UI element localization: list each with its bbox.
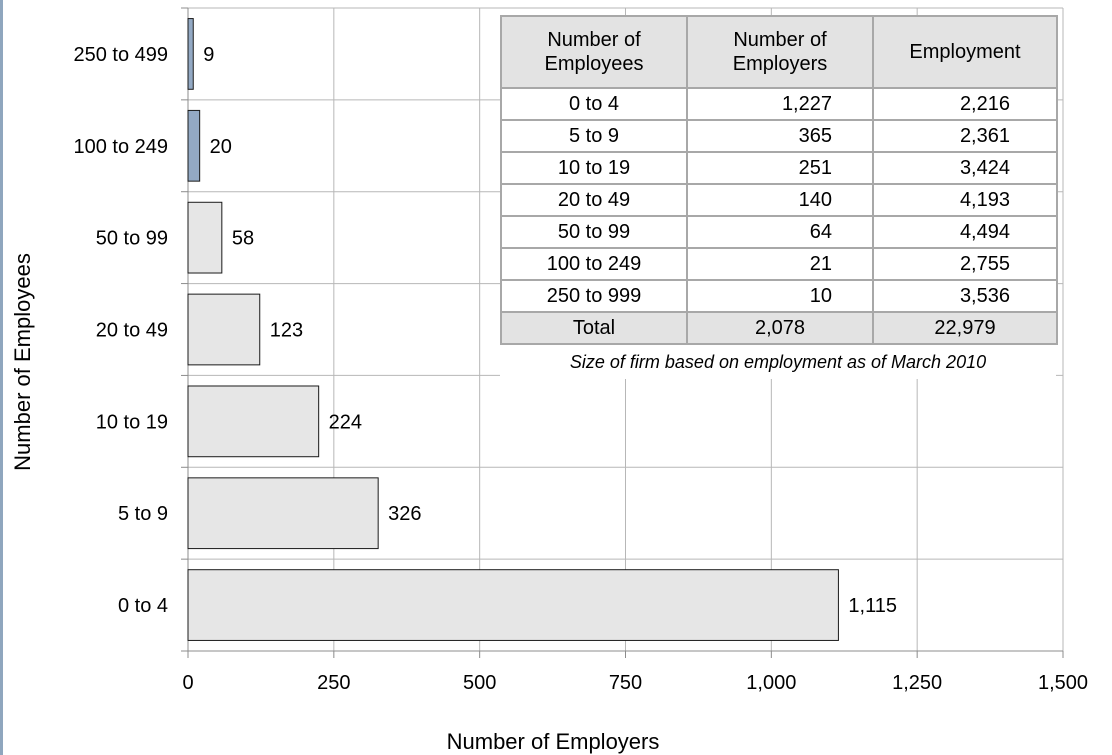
cell-employees: 0 to 4 <box>500 87 688 121</box>
category-labels: 0 to 4 5 to 9 10 to 19 20 to 49 50 to 99 100 … <box>73 44 168 617</box>
inset-table: Number of Employees Number of Employers … <box>500 15 1058 345</box>
bar-value-label: 224 <box>329 411 362 433</box>
bar <box>187 109 201 182</box>
bar <box>187 293 261 366</box>
window-left-edge <box>0 0 3 755</box>
table-header-row: Number of Employees Number of Employers … <box>500 15 1058 89</box>
x-tick-label: 0 <box>182 672 193 694</box>
total-label: Total <box>500 311 688 345</box>
category-label: 10 to 19 <box>96 411 168 433</box>
cell-employers: 140 <box>686 183 874 217</box>
category-label: 50 to 99 <box>96 228 168 250</box>
bars <box>187 18 839 641</box>
cell-employees: 5 to 9 <box>500 119 688 153</box>
total-employment: 22,979 <box>872 311 1058 345</box>
table-row: 50 to 99 64 4,494 <box>500 215 1058 249</box>
x-tick-label: 1,500 <box>1038 672 1088 694</box>
header-number-of-employers: Number of Employers <box>686 15 874 89</box>
table-row: 100 to 249 21 2,755 <box>500 247 1058 281</box>
header-number-of-employees: Number of Employees <box>500 15 688 89</box>
bar-value-label: 123 <box>270 320 303 342</box>
header-employment: Employment <box>872 15 1058 89</box>
x-tick-label: 1,000 <box>746 672 796 694</box>
x-tick-label: 750 <box>609 672 642 694</box>
bar-value-label: 9 <box>203 44 214 66</box>
x-axis-title: Number of Employers <box>447 729 660 754</box>
category-label: 20 to 49 <box>96 320 168 342</box>
cell-employees: 250 to 999 <box>500 279 688 313</box>
category-label: 100 to 249 <box>73 136 168 158</box>
bar <box>187 477 379 550</box>
cell-employment: 2,755 <box>872 247 1058 281</box>
y-axis-title: Number of Employees <box>10 253 35 471</box>
category-label: 5 to 9 <box>118 503 168 525</box>
cell-employers: 64 <box>686 215 874 249</box>
cell-employers: 1,227 <box>686 87 874 121</box>
bar-value-label: 20 <box>210 136 232 158</box>
x-tick-label: 250 <box>317 672 350 694</box>
table-row: 20 to 49 140 4,193 <box>500 183 1058 217</box>
x-tick-label: 500 <box>463 672 496 694</box>
x-tick-labels: 0 250 500 750 1,000 1,250 1,500 <box>182 672 1088 694</box>
bar <box>187 201 223 274</box>
bar-value-label: 1,115 <box>848 595 897 617</box>
bar <box>187 385 320 458</box>
table-row: 250 to 999 10 3,536 <box>500 279 1058 313</box>
cell-employment: 4,494 <box>872 215 1058 249</box>
bar <box>187 18 194 90</box>
table-total-row: Total 2,078 22,979 <box>500 311 1058 345</box>
bar-value-label: 58 <box>232 228 254 250</box>
bar-value-labels: 1,115 326 224 123 58 20 9 <box>203 44 897 617</box>
bar-value-label: 326 <box>388 503 421 525</box>
cell-employment: 3,536 <box>872 279 1058 313</box>
cell-employers: 251 <box>686 151 874 185</box>
table-row: 0 to 4 1,227 2,216 <box>500 87 1058 121</box>
cell-employees: 50 to 99 <box>500 215 688 249</box>
category-label: 250 to 499 <box>73 44 168 66</box>
cell-employers: 21 <box>686 247 874 281</box>
cell-employment: 3,424 <box>872 151 1058 185</box>
table-row: 5 to 9 365 2,361 <box>500 119 1058 153</box>
inset-table-panel: Number of Employees Number of Employers … <box>500 15 1058 379</box>
cell-employment: 4,193 <box>872 183 1058 217</box>
category-label: 0 to 4 <box>118 595 168 617</box>
cell-employment: 2,361 <box>872 119 1058 153</box>
x-tick-label: 1,250 <box>892 672 942 694</box>
cell-employers: 10 <box>686 279 874 313</box>
table-row: 10 to 19 251 3,424 <box>500 151 1058 185</box>
bar <box>187 569 839 641</box>
table-footnote: Size of firm based on employment as of M… <box>500 345 1056 379</box>
total-employers: 2,078 <box>686 311 874 345</box>
cell-employees: 100 to 249 <box>500 247 688 281</box>
cell-employers: 365 <box>686 119 874 153</box>
cell-employment: 2,216 <box>872 87 1058 121</box>
cell-employees: 20 to 49 <box>500 183 688 217</box>
cell-employees: 10 to 19 <box>500 151 688 185</box>
